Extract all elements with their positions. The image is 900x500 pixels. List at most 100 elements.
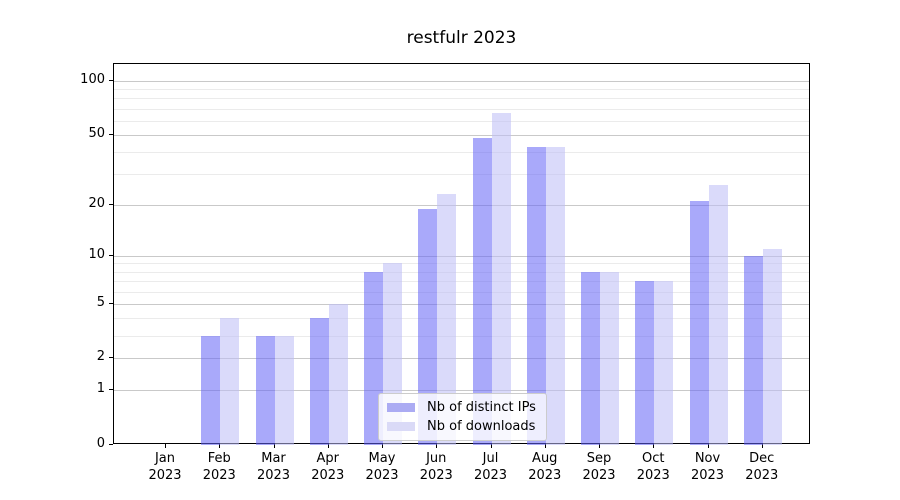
x-tick-mark (761, 444, 763, 448)
x-tick-mark (382, 444, 383, 448)
bar-jul-downloads (491, 113, 511, 445)
bar-oct-downloads (654, 280, 674, 445)
plot-area: Nb of distinct IPs Nb of downloads (113, 63, 810, 445)
legend-label-downloads: Nb of downloads (427, 419, 536, 434)
legend: Nb of distinct IPs Nb of downloads (378, 393, 547, 441)
x-tick-label-nov: Nov 2023 (676, 450, 740, 484)
x-tick-year: 2023 (202, 468, 236, 483)
y-tick-mark (109, 133, 113, 135)
y-tick-mark (109, 254, 113, 256)
bar-aug-downloads (545, 146, 565, 445)
x-tick-mark (436, 444, 438, 448)
legend-swatch-distinct-ips (387, 403, 415, 412)
y-tick-label-1: 1 (96, 381, 105, 397)
major-gridline (114, 255, 809, 257)
bar-mar-ips (255, 335, 275, 445)
y-tick-label-10: 10 (88, 246, 105, 262)
bar-jul-ips (472, 138, 492, 445)
minor-gridline (114, 120, 809, 122)
minor-gridline (114, 263, 809, 265)
x-tick-label-oct: Oct 2023 (621, 450, 685, 484)
bar-aug-ips (526, 146, 546, 445)
y-tick-label-2: 2 (96, 349, 105, 365)
x-tick-label-apr: Apr 2023 (296, 450, 360, 484)
x-tick-mark (707, 444, 709, 448)
x-tick-label-jun: Jun 2023 (404, 450, 468, 484)
legend-swatch-downloads (387, 422, 415, 431)
y-tick-label-5: 5 (96, 294, 105, 310)
minor-gridline (114, 89, 809, 91)
x-tick-year: 2023 (419, 468, 453, 483)
minor-gridline (114, 174, 809, 176)
x-tick-year: 2023 (636, 468, 670, 483)
x-tick-label-may: May 2023 (350, 450, 414, 484)
bar-mar-downloads (274, 335, 294, 445)
x-tick-label-feb: Feb 2023 (187, 450, 251, 484)
major-gridline (114, 390, 809, 392)
legend-label-distinct-ips: Nb of distinct IPs (427, 400, 536, 415)
minor-gridline (114, 318, 809, 320)
y-tick-label-0: 0 (96, 436, 105, 451)
chart-title: restfulr 2023 (406, 28, 517, 48)
x-tick-label-mar: Mar 2023 (242, 450, 306, 484)
minor-gridline (114, 291, 809, 293)
x-tick-year: 2023 (690, 468, 725, 483)
y-tick-mark (109, 357, 113, 359)
x-tick-mark (165, 444, 166, 448)
y-tick-mark (109, 203, 113, 205)
y-tick-mark (109, 389, 113, 391)
legend-item-downloads: Nb of downloads (387, 419, 536, 434)
x-tick-mark (327, 444, 329, 448)
bar-sep-ips (581, 271, 600, 445)
x-tick-year: 2023 (528, 468, 562, 483)
bar-feb-downloads (220, 318, 240, 445)
x-tick-year: 2023 (473, 468, 508, 483)
minor-gridline (114, 98, 809, 100)
x-tick-label-aug: Aug 2023 (513, 450, 577, 484)
major-gridline (114, 134, 809, 136)
bar-apr-downloads (328, 303, 348, 445)
x-tick-year: 2023 (256, 468, 291, 483)
bar-sep-downloads (600, 271, 619, 445)
x-tick-mark (490, 444, 492, 448)
x-tick-year: 2023 (745, 468, 779, 483)
x-tick-mark (544, 444, 546, 448)
x-tick-year: 2023 (582, 468, 616, 483)
minor-gridline (114, 152, 809, 154)
x-tick-mark (273, 444, 275, 448)
bar-nov-ips (689, 201, 709, 445)
x-tick-label-dec: Dec 2023 (730, 450, 794, 484)
bar-apr-ips (309, 318, 329, 445)
x-tick-label-sep: Sep 2023 (567, 450, 631, 484)
y-tick-label-20: 20 (88, 195, 105, 211)
minor-gridline (114, 271, 809, 273)
x-tick-mark (653, 444, 655, 448)
major-gridline (114, 303, 809, 305)
x-tick-year: 2023 (365, 468, 399, 483)
y-tick-mark (109, 302, 113, 304)
y-tick-label-50: 50 (88, 125, 105, 141)
x-tick-label-jan: Jan 2023 (133, 450, 197, 484)
x-tick-year: 2023 (311, 468, 345, 483)
bar-feb-ips (201, 335, 221, 445)
major-gridline (114, 358, 809, 360)
major-gridline (114, 204, 809, 206)
y-tick-label-100: 100 (80, 72, 105, 87)
bar-oct-ips (635, 280, 655, 445)
minor-gridline (114, 335, 809, 337)
x-tick-mark (219, 444, 221, 448)
x-tick-year: 2023 (148, 468, 182, 483)
bar-dec-ips (743, 255, 763, 445)
bar-dec-downloads (762, 249, 782, 445)
x-tick-label-jul: Jul 2023 (459, 450, 523, 484)
bar-jun-downloads (437, 194, 457, 445)
minor-gridline (114, 280, 809, 282)
x-tick-mark (599, 444, 600, 448)
legend-item-distinct-ips: Nb of distinct IPs (387, 400, 536, 415)
minor-gridline (114, 108, 809, 110)
y-tick-mark (109, 444, 113, 445)
bar-jun-ips (418, 208, 438, 445)
major-gridline (114, 81, 809, 82)
y-tick-mark (109, 80, 113, 81)
